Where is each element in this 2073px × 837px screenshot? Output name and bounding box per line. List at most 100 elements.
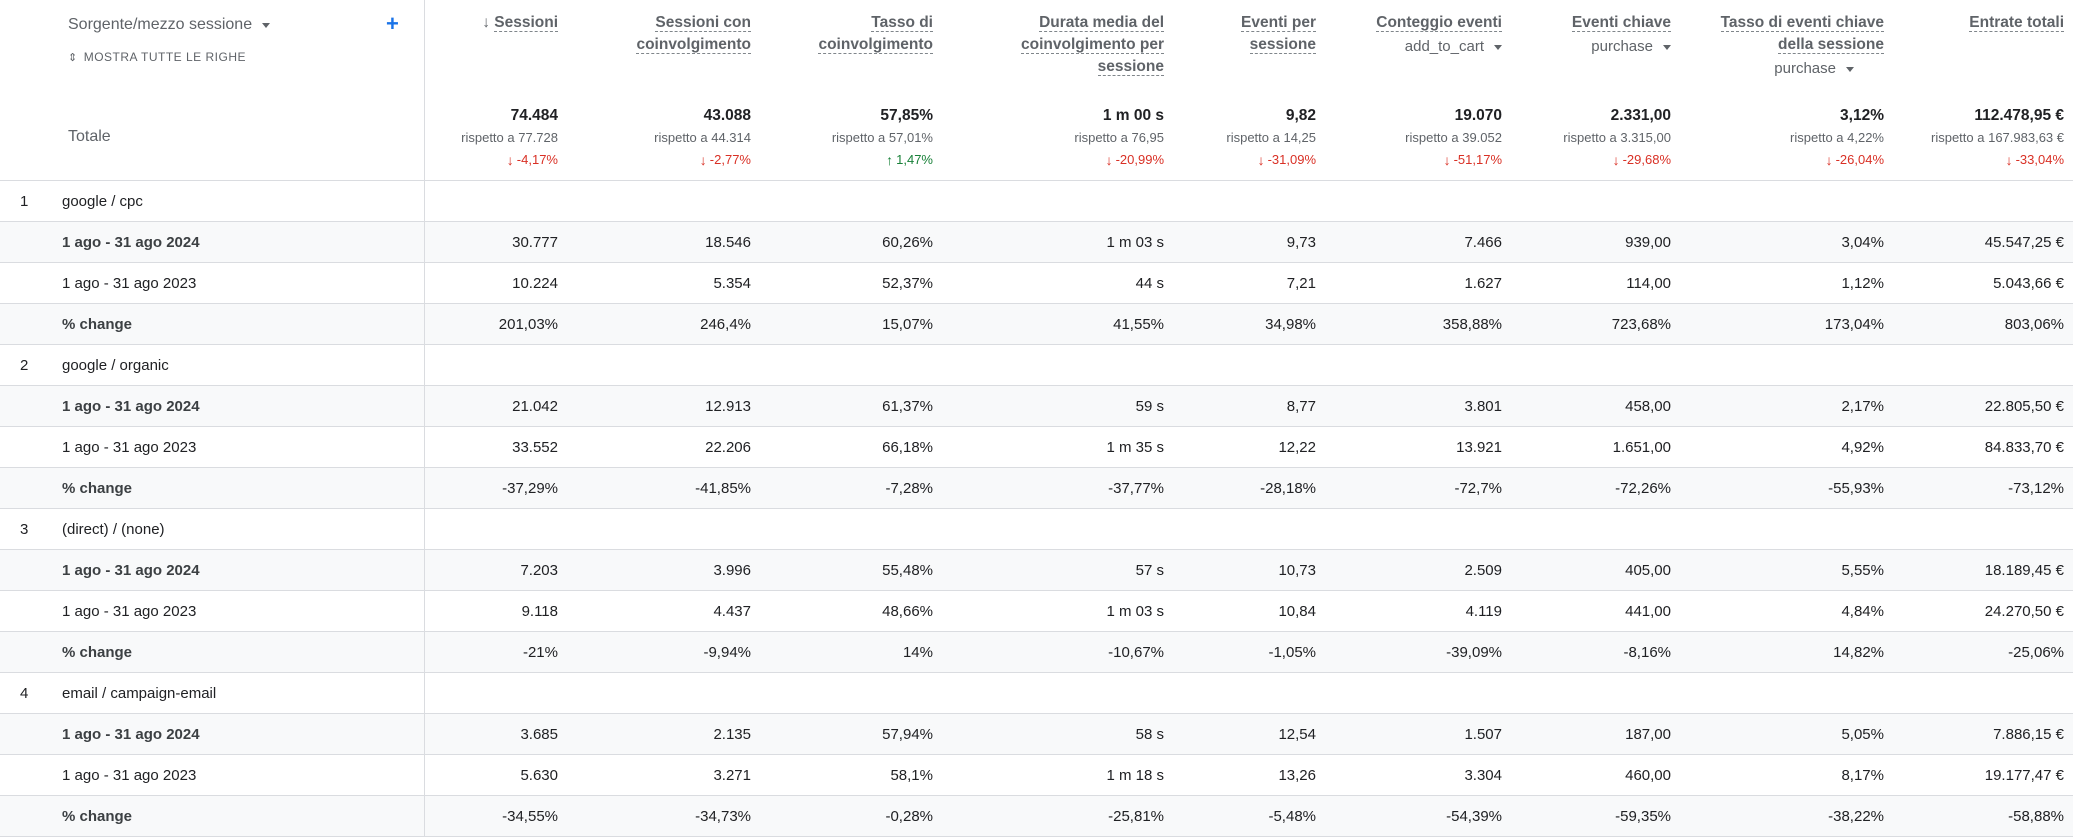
- table-cell: 5.630: [520, 766, 558, 784]
- total-compare: rispetto a 3.315,00: [1563, 130, 1671, 145]
- table-cell: -73,12%: [2008, 479, 2064, 497]
- add-dimension-plus-icon[interactable]: +: [386, 11, 399, 36]
- group-row[interactable]: 1 google / cpc: [0, 181, 2073, 222]
- col-label-line1: Durata media del: [1039, 14, 1164, 32]
- arrow-down-icon: ↓: [506, 152, 514, 168]
- group-row[interactable]: 3 (direct) / (none): [0, 509, 2073, 550]
- table-cell: 58 s: [1135, 725, 1164, 743]
- group-row[interactable]: 2 google / organic: [0, 345, 2073, 386]
- table-cell: 30.777: [512, 233, 558, 251]
- total-delta-value: 1,47%: [896, 152, 933, 167]
- show-all-rows-button[interactable]: ⇕ MOSTRA TUTTE LE RIGHE: [68, 50, 246, 64]
- table-cell: 1 m 03 s: [1106, 233, 1164, 251]
- table-cell: -8,16%: [1623, 643, 1671, 661]
- col-header-sessioni[interactable]: ↓ Sessioni: [425, 0, 576, 93]
- dimension-selector[interactable]: Sorgente/mezzo sessione: [68, 16, 271, 34]
- dimension-label: Sorgente/mezzo sessione: [68, 16, 253, 33]
- group-label-cell: 2 google / organic: [0, 345, 425, 385]
- col-header-eventi-per-sessione[interactable]: Eventi per sessione: [1182, 0, 1334, 93]
- totals-cell: 1 m 00 s rispetto a 76,95 ↓ -20,99%: [951, 93, 1182, 180]
- col-header-sessioni-coinvolgimento[interactable]: Sessioni con coinvolgimento: [576, 0, 769, 93]
- total-delta-value: -20,99%: [1115, 152, 1164, 167]
- group-name: google / cpc: [62, 192, 143, 210]
- row-cells: 33.552 22.206 66,18% 1 m 35 s 12,22 13.921 1.6…: [425, 427, 2073, 467]
- table-cell: 939,00: [1625, 233, 1671, 251]
- table-cell: 5.043,66 €: [1993, 274, 2064, 292]
- chevron-down-icon: [262, 22, 271, 28]
- col-header-conteggio-eventi[interactable]: Conteggio eventi add_to_cart: [1334, 0, 1520, 93]
- total-compare: rispetto a 14,25: [1226, 130, 1316, 145]
- col-label-line2: coinvolgimento per: [1021, 36, 1164, 54]
- table-cell: 1,12%: [1841, 274, 1884, 292]
- show-all-label: MOSTRA TUTTE LE RIGHE: [83, 50, 247, 64]
- table-cell: -58,88%: [2008, 807, 2064, 825]
- table-cell: 5,05%: [1841, 725, 1884, 743]
- table-cell: 12.913: [705, 397, 751, 415]
- table-cell: -37,29%: [502, 479, 558, 497]
- total-delta-value: -51,17%: [1453, 152, 1502, 167]
- totals-cell: 112.478,95 € rispetto a 167.983,63 € ↓ -33,…: [1902, 93, 2073, 180]
- totals-label: Totale: [68, 127, 111, 145]
- group-row[interactable]: 4 email / campaign-email: [0, 673, 2073, 714]
- col-header-tasso-eventi-chiave[interactable]: Tasso di eventi chiave della sessione pu…: [1689, 0, 1902, 93]
- table-cell: 22.805,50 €: [1984, 397, 2064, 415]
- table-cell: 55,48%: [882, 561, 933, 579]
- total-delta: ↓ -20,99%: [1106, 149, 1164, 171]
- table-cell: 3.271: [713, 766, 751, 784]
- row-label-cell: 1 ago - 31 ago 2023: [0, 263, 425, 303]
- col-label: Sessioni: [494, 14, 558, 32]
- total-delta-value: -26,04%: [1835, 152, 1884, 167]
- col-header-tasso-coinvolgimento[interactable]: Tasso di coinvolgimento: [769, 0, 951, 93]
- total-value: 2.331,00: [1610, 107, 1671, 124]
- table-row: 1 ago - 31 ago 2023 33.552 22.206 66,18% 1 m…: [0, 427, 2073, 468]
- group-name: (direct) / (none): [62, 520, 165, 538]
- event-selector[interactable]: add_to_cart: [1405, 36, 1502, 58]
- table-cell: 22.206: [705, 438, 751, 456]
- row-label: 1 ago - 31 ago 2023: [62, 602, 197, 620]
- table-cell: 803,06%: [2004, 315, 2064, 333]
- col-header-eventi-chiave[interactable]: Eventi chiave purchase: [1520, 0, 1689, 93]
- chevron-down-icon: [1494, 44, 1502, 50]
- table-cell: 13.921: [1456, 438, 1502, 456]
- row-label-cell: % change: [0, 796, 425, 836]
- row-label-cell: 1 ago - 31 ago 2024: [0, 222, 425, 262]
- table-cell: 15,07%: [882, 315, 933, 333]
- table-cell: 358,88%: [1442, 315, 1502, 333]
- table-cell: 2.135: [713, 725, 751, 743]
- table-cell: 5.354: [713, 274, 751, 292]
- col-header-entrate-totali[interactable]: Entrate totali: [1902, 0, 2073, 93]
- table-cell: 52,37%: [882, 274, 933, 292]
- row-cells: -34,55% -34,73% -0,28% -25,81% -5,48% -54,39%…: [425, 796, 2073, 836]
- row-cells: 201,03% 246,4% 15,07% 41,55% 34,98% 358,88% 72…: [425, 304, 2073, 344]
- arrow-down-icon: ↓: [1825, 152, 1833, 168]
- totals-cell: 57,85% rispetto a 57,01% ↑ 1,47%: [769, 93, 951, 180]
- group-name: google / organic: [62, 356, 169, 374]
- row-label-cell: 1 ago - 31 ago 2023: [0, 591, 425, 631]
- key-event-rate-selector[interactable]: purchase: [1774, 58, 1854, 80]
- total-value: 1 m 00 s: [1102, 107, 1164, 124]
- group-empty-cells: [425, 345, 2073, 385]
- key-event-selector[interactable]: purchase: [1591, 36, 1671, 58]
- col-label-line1: Sessioni con: [655, 14, 751, 32]
- table-cell: -10,67%: [1108, 643, 1164, 661]
- row-index: 3: [20, 520, 29, 538]
- table-row: 1 ago - 31 ago 2024 30.777 18.546 60,26% 1 m…: [0, 222, 2073, 263]
- metric-headers: ↓ Sessioni Sessioni con coinvolgimento T…: [425, 0, 2073, 93]
- table-cell: 114,00: [1626, 274, 1671, 292]
- col-label-line2: sessione: [1249, 36, 1316, 54]
- group-empty-cells: [425, 181, 2073, 221]
- total-delta: ↓ -4,17%: [507, 149, 558, 171]
- row-label: % change: [62, 643, 133, 661]
- total-delta-value: -31,09%: [1267, 152, 1316, 167]
- table-cell: 458,00: [1625, 397, 1671, 415]
- table-cell: 58,1%: [890, 766, 933, 784]
- table-cell: 66,18%: [882, 438, 933, 456]
- table-cell: 1.627: [1464, 274, 1502, 292]
- col-label-line3: sessione: [1097, 58, 1164, 76]
- totals-cell: 9,82 rispetto a 14,25 ↓ -31,09%: [1182, 93, 1334, 180]
- total-value: 9,82: [1285, 107, 1316, 124]
- arrow-down-icon: ↓: [699, 152, 707, 168]
- col-header-durata-media[interactable]: Durata media del coinvolgimento per sess…: [951, 0, 1182, 93]
- col-label-line2: coinvolgimento: [818, 36, 933, 54]
